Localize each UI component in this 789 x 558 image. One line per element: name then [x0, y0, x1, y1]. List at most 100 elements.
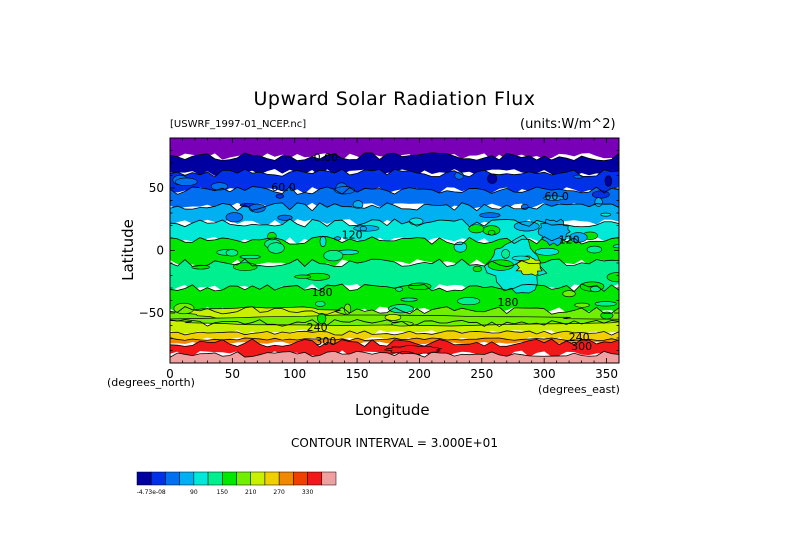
contour-line [170, 306, 619, 315]
x-unit-label: (degrees_east) [538, 383, 620, 396]
contour-blob [453, 241, 467, 253]
x-tick-label: 350 [595, 367, 618, 381]
contour-blob [600, 212, 612, 217]
heatmap-feature [383, 344, 443, 355]
contour-blob [501, 249, 511, 259]
x-tick-label: 150 [346, 367, 369, 381]
colorbar-swatch [236, 471, 251, 486]
contour-blob [589, 286, 601, 293]
heatmap-features [170, 171, 619, 355]
x-tick-label: 50 [225, 367, 240, 381]
contour-label: 60.0 [544, 190, 569, 203]
x-tick-label: 300 [533, 367, 556, 381]
contour-label: 300 [315, 335, 336, 348]
contour-line [170, 319, 619, 327]
contour-label: 300 [571, 340, 592, 353]
colorbar-swatch [150, 471, 166, 486]
contour-blob [225, 212, 244, 223]
colorbar: -4.73e-08 90 150 210 270 330 [136, 471, 337, 496]
contour-blob [334, 186, 356, 195]
contour-label: 240 [307, 321, 328, 334]
contour-blob [317, 313, 327, 324]
contour-blob [487, 173, 498, 184]
contour-blob [543, 195, 564, 201]
contour-blob [408, 217, 424, 226]
y-unit-label: (degrees_north) [107, 376, 195, 389]
x-tick-label: 200 [408, 367, 431, 381]
contour-blob [513, 221, 540, 232]
colorbar-label: 270 [273, 489, 285, 496]
contour-line [170, 258, 619, 268]
colorbar-swatch [222, 471, 237, 486]
colorbar-swatch [179, 471, 195, 486]
contour-blob [323, 249, 344, 262]
chart-title: Upward Solar Radiation Flux [253, 88, 536, 110]
lat-band [170, 152, 619, 177]
contour-blob [606, 272, 619, 283]
contour-blob [267, 232, 277, 241]
contour-blob [334, 236, 342, 241]
colorbar-swatch [293, 471, 308, 486]
contour-blob [248, 203, 266, 213]
colorbar-label: 330 [302, 489, 314, 496]
lat-band [170, 330, 619, 342]
contour-line [170, 168, 619, 178]
contour-blob [612, 244, 619, 249]
colorbar-label: -4.73e-08 [137, 489, 166, 496]
y-tick-label: 0 [156, 244, 164, 258]
contour-blob [574, 302, 590, 308]
contour-label: 120 [559, 234, 580, 247]
contour-blob [472, 265, 483, 273]
contour-line [170, 330, 619, 336]
contour-blob [562, 290, 576, 298]
contour-line [170, 338, 619, 348]
contour-blob [594, 301, 617, 307]
colorbar-swatch [250, 471, 266, 486]
axis-ticks: 0 50 100 150 200 250 300 350 50 0 −50 [139, 137, 620, 381]
colorbar-swatch [321, 471, 337, 486]
contour-blob [388, 304, 414, 314]
contour-blob [315, 301, 326, 307]
contour-label: 240 [569, 331, 590, 344]
colorbar-swatch [165, 471, 180, 486]
contour-line [170, 337, 619, 341]
contour-blob [600, 311, 614, 320]
contour-blob [457, 297, 481, 306]
contour-blob [569, 232, 588, 243]
colorbar-swatch [136, 471, 152, 486]
contour-blob [591, 190, 610, 199]
contour-blob [359, 226, 367, 232]
contour-blob [604, 175, 613, 187]
contour-line [170, 283, 619, 292]
contour-line [170, 218, 619, 228]
x-tick-label: 100 [283, 367, 306, 381]
y-axis-label: Latitude [119, 219, 137, 281]
contour-label: 60.0 [271, 181, 296, 194]
contour-blob [319, 235, 327, 247]
contour-blob [400, 297, 418, 302]
lat-band [170, 169, 619, 195]
contour-blob [487, 229, 496, 236]
lat-band [170, 284, 619, 315]
contour-blob [468, 224, 485, 234]
x-axis-label: Longitude [355, 401, 430, 419]
contour-lines [170, 152, 619, 358]
lat-band [170, 186, 619, 211]
contour-label: 180 [497, 296, 518, 309]
contour-blob [277, 214, 293, 221]
colorbar-label: 90 [190, 489, 198, 496]
x-tick-label: 250 [470, 367, 493, 381]
colorbar-swatch [193, 471, 209, 486]
units-label: (units:W/m^2) [520, 117, 616, 132]
colorbar-label: 150 [217, 489, 229, 496]
colorbar-swatch [307, 471, 323, 486]
contour-line [170, 202, 619, 212]
contour-blob [586, 245, 603, 254]
contour-line [170, 236, 619, 245]
y-tick-label: −50 [139, 306, 164, 320]
y-tick-label: 50 [149, 181, 164, 195]
contour-blob [225, 249, 239, 257]
contour-blob [174, 177, 198, 186]
colorbar-swatch [264, 471, 280, 486]
